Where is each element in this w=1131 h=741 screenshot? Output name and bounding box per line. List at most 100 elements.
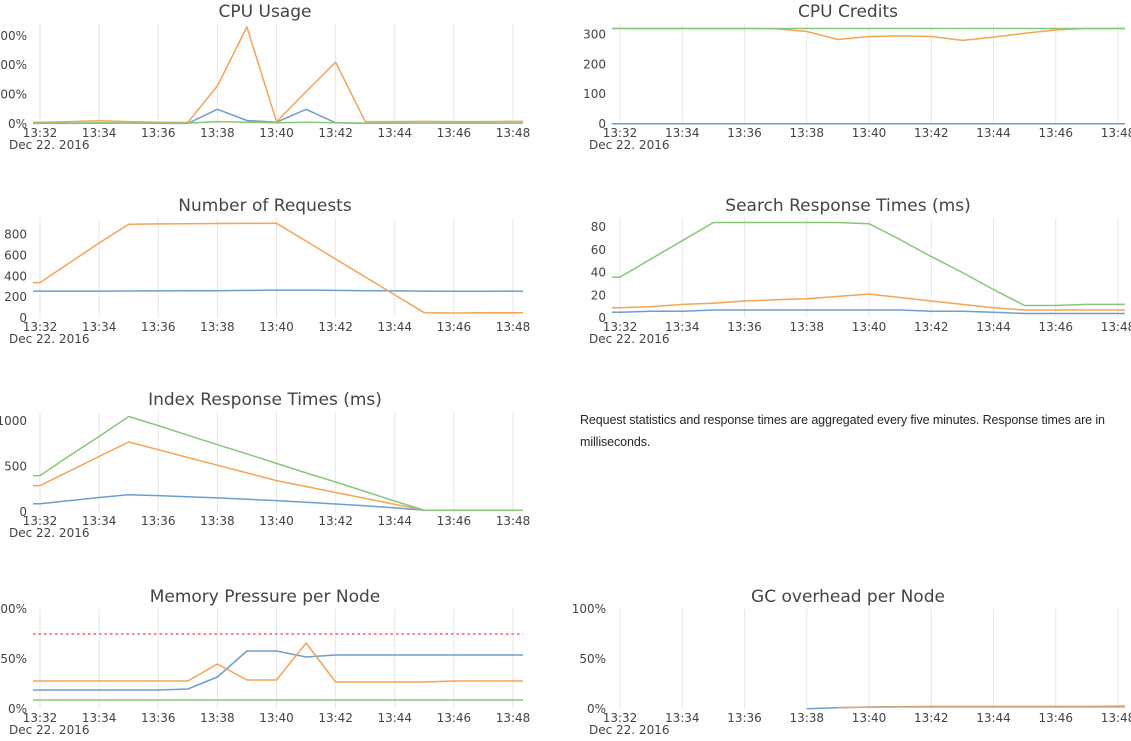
x-tick-label: 13:48 — [496, 514, 530, 528]
x-tick-label: 13:46 — [1038, 711, 1073, 725]
x-tick-label: 13:40 — [259, 711, 294, 725]
y-tick-label: 600 — [4, 249, 27, 263]
x-tick-label: 13:44 — [976, 711, 1011, 725]
y-tick-label: 100 — [583, 87, 606, 101]
chart-title-gc-overhead-per-node: GC overhead per Node — [751, 587, 945, 607]
x-tick-label: 13:34 — [82, 320, 117, 334]
x-tick-label: 13:34 — [82, 514, 117, 528]
x-tick-label: 13:34 — [665, 126, 700, 140]
chart-plot-memory-pressure-per-node[interactable]: 13:32 13:34 13:36 13:38 13:40 13:42 13:44 13:46… — [0, 585, 530, 741]
series-line-green — [33, 120, 523, 124]
chart-title-cpu-usage: CPU Usage — [218, 2, 312, 22]
y-tick-label: 1000 — [0, 414, 27, 428]
chart-search-response-times: Search Response Times (ms) 13:32 13:34 13:3… — [565, 194, 1131, 350]
x-tick-label: 13:42 — [318, 320, 353, 334]
x-tick-label: 13:46 — [437, 514, 472, 528]
series-line-green — [33, 415, 523, 511]
series-line-blue — [612, 309, 1125, 315]
x-tick-label: 13:46 — [437, 320, 472, 334]
y-tick-label: 800 — [4, 228, 27, 242]
x-tick-label: 13:48 — [496, 711, 530, 725]
y-tick-label: 0 — [598, 117, 606, 131]
chart-memory-pressure-per-node: Memory Pressure per Node 13:32 13:34 13:36 1… — [0, 585, 530, 741]
x-tick-label: 13:32 — [23, 126, 58, 140]
y-tick-label: 0% — [587, 702, 606, 716]
chart-cpu-usage: CPU Usage 13:32 13:34 13:36 13:38 13:40 13:42 1… — [0, 0, 530, 156]
x-tick-label: 13:38 — [789, 320, 824, 334]
chart-title-memory-pressure-per-node: Memory Pressure per Node — [149, 587, 381, 607]
series-line-green — [612, 221, 1125, 307]
x-tick-label: 13:36 — [141, 126, 176, 140]
x-tick-label: 13:46 — [1038, 126, 1073, 140]
y-tick-label: 200% — [0, 58, 27, 72]
chart-gc-overhead-per-node: GC overhead per Node 13:32 13:34 13:36 13:38… — [565, 585, 1131, 741]
chart-title-number-of-requests: Number of Requests — [178, 196, 352, 216]
date-label: Dec 22. 2016 — [589, 138, 669, 152]
y-tick-label: 500 — [4, 460, 27, 474]
y-tick-label: 400 — [4, 269, 27, 283]
chart-title-cpu-credits: CPU Credits — [798, 2, 898, 22]
series-line-blue — [33, 289, 523, 292]
date-label: Dec 22. 2016 — [589, 332, 669, 346]
x-tick-label: 13:32 — [603, 711, 638, 725]
x-tick-label: 13:42 — [914, 126, 949, 140]
aggregation-note: Request statistics and response times ar… — [580, 413, 1105, 449]
chart-number-of-requests: Number of Requests 13:32 13:34 13:36 13:38 13… — [0, 194, 530, 350]
x-tick-label: 13:48 — [496, 126, 530, 140]
x-tick-label: 13:38 — [200, 711, 235, 725]
chart-title-index-response-times: Index Response Times (ms) — [148, 390, 382, 410]
y-tick-label: 300% — [0, 29, 27, 43]
x-tick-label: 13:40 — [852, 711, 887, 725]
x-tick-label: 13:40 — [259, 320, 294, 334]
chart-plot-gc-overhead-per-node[interactable]: 13:32 13:34 13:36 13:38 13:40 13:42 13:44 13:46… — [565, 585, 1131, 741]
x-tick-label: 13:44 — [377, 126, 412, 140]
y-tick-label: 0% — [8, 702, 27, 716]
x-tick-label: 13:32 — [23, 514, 58, 528]
x-tick-label: 13:32 — [603, 320, 638, 334]
chart-plot-search-response-times[interactable]: 13:32 13:34 13:36 13:38 13:40 13:42 13:44 13:46… — [565, 194, 1131, 350]
date-label: Dec 22. 2016 — [9, 723, 89, 737]
series-line-orange — [33, 642, 523, 683]
series-line-orange — [837, 706, 1125, 709]
x-tick-label: 13:42 — [318, 711, 353, 725]
y-tick-label: 100% — [572, 602, 606, 616]
chart-title-search-response-times: Search Response Times (ms) — [725, 196, 971, 216]
x-tick-label: 13:38 — [789, 711, 824, 725]
y-tick-label: 40 — [591, 266, 606, 280]
date-label: Dec 22. 2016 — [9, 332, 89, 346]
x-tick-label: 13:44 — [377, 320, 412, 334]
x-tick-label: 13:32 — [23, 320, 58, 334]
x-tick-label: 13:38 — [200, 126, 235, 140]
chart-plot-number-of-requests[interactable]: 13:32 13:34 13:36 13:38 13:40 13:42 13:44 13:46… — [0, 194, 530, 350]
y-tick-label: 0 — [19, 311, 27, 325]
x-tick-label: 13:32 — [23, 711, 58, 725]
x-tick-label: 13:44 — [377, 514, 412, 528]
chart-plot-index-response-times[interactable]: 13:32 13:34 13:36 13:38 13:40 13:42 13:44 13:46… — [0, 388, 530, 544]
date-label: Dec 22. 2016 — [589, 723, 669, 737]
x-tick-label: 13:40 — [259, 514, 294, 528]
x-tick-label: 13:46 — [437, 711, 472, 725]
chart-plot-cpu-credits[interactable]: 13:32 13:34 13:36 13:38 13:40 13:42 13:44 13:46… — [565, 0, 1131, 156]
x-tick-label: 13:48 — [1101, 320, 1131, 334]
x-tick-label: 13:40 — [852, 126, 887, 140]
x-tick-label: 13:44 — [976, 320, 1011, 334]
x-tick-label: 13:34 — [82, 126, 117, 140]
y-tick-label: 100% — [0, 88, 27, 102]
x-tick-label: 13:48 — [1101, 711, 1131, 725]
series-line-orange — [612, 293, 1125, 311]
x-tick-label: 13:42 — [318, 126, 353, 140]
x-tick-label: 13:38 — [200, 320, 235, 334]
chart-plot-cpu-usage[interactable]: 13:32 13:34 13:36 13:38 13:40 13:42 13:44 13:46… — [0, 0, 530, 156]
x-tick-label: 13:46 — [1038, 320, 1073, 334]
x-tick-label: 13:44 — [377, 711, 412, 725]
x-tick-label: 13:48 — [1101, 126, 1131, 140]
y-tick-label: 300 — [583, 27, 606, 41]
y-tick-label: 100% — [0, 602, 27, 616]
x-tick-label: 13:48 — [496, 320, 530, 334]
date-label: Dec 22. 2016 — [9, 138, 89, 152]
y-tick-label: 200 — [583, 57, 606, 71]
x-tick-label: 13:40 — [852, 320, 887, 334]
x-tick-label: 13:36 — [727, 320, 762, 334]
x-tick-label: 13:38 — [789, 126, 824, 140]
